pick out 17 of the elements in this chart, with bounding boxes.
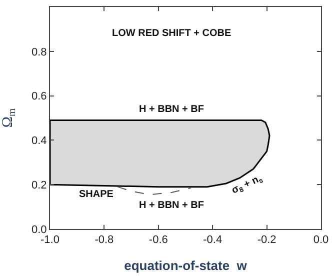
x-tick-label: -0.4	[203, 234, 222, 246]
y-tick-label: 0.0	[32, 224, 47, 236]
x-tick-label: -1.0	[40, 234, 60, 246]
y-tick-label: 0.2	[32, 179, 47, 192]
x-tick-label: -0.2	[257, 234, 276, 246]
y-tick-label: 0.8	[32, 46, 47, 58]
y-tick-label: 0.6	[32, 90, 47, 103]
x-axis-title: equation-of-state w	[124, 258, 248, 273]
annotation: H + BBN + BF	[139, 104, 204, 115]
annotation: SHAPE	[79, 189, 114, 200]
x-tick-label: 0.0	[313, 234, 329, 246]
line-series	[117, 186, 192, 196]
y-tick-label: 0.4	[32, 135, 47, 148]
x-tick-label: -0.6	[148, 234, 168, 246]
x-tick-label: -0.8	[94, 234, 114, 246]
annotation: H + BBN + BF	[139, 200, 204, 211]
annotation: LOW RED SHIFT + COBE	[112, 28, 232, 39]
